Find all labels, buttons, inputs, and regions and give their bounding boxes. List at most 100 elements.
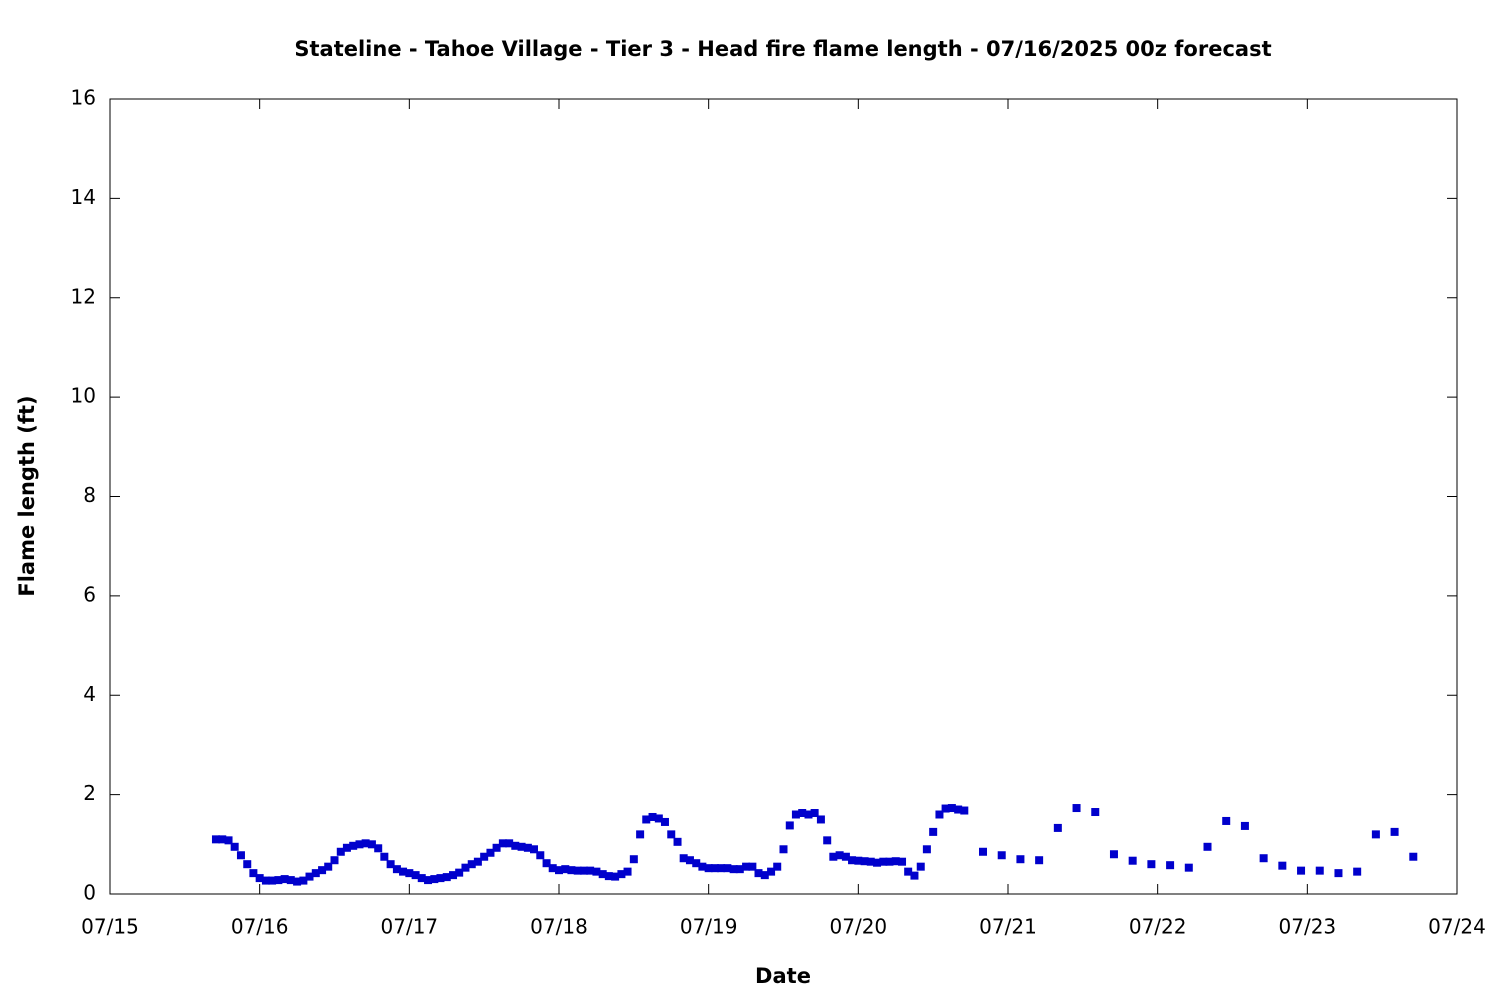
point <box>542 859 551 868</box>
point <box>660 817 669 826</box>
point <box>305 872 314 881</box>
point <box>667 830 676 839</box>
point <box>1259 854 1268 863</box>
point <box>916 862 925 871</box>
point <box>349 841 358 850</box>
point <box>829 852 838 861</box>
point <box>1016 855 1025 864</box>
point <box>455 868 464 877</box>
point <box>286 876 295 885</box>
point <box>954 805 963 814</box>
point <box>710 864 719 873</box>
point <box>1278 861 1287 870</box>
point <box>399 867 408 876</box>
point <box>299 876 308 885</box>
point <box>367 840 376 849</box>
y-tick-label: 12 <box>71 284 96 308</box>
point <box>530 845 539 854</box>
x-tick-label: 07/22 <box>1129 915 1187 939</box>
y-tick-label: 14 <box>71 185 96 209</box>
point <box>555 866 563 875</box>
point <box>692 859 701 868</box>
point <box>311 869 320 878</box>
point <box>947 804 956 813</box>
point <box>636 830 645 839</box>
point <box>424 876 433 885</box>
point <box>318 866 327 875</box>
point <box>430 875 439 884</box>
point <box>767 867 776 876</box>
point <box>1166 861 1175 870</box>
point <box>922 845 931 854</box>
y-tick-label: 8 <box>83 483 96 507</box>
point <box>1147 860 1156 869</box>
point <box>1091 808 1100 817</box>
point <box>268 876 277 885</box>
point <box>417 874 426 883</box>
point <box>236 851 245 860</box>
point <box>1334 869 1343 878</box>
point <box>255 874 264 883</box>
point <box>224 836 233 845</box>
point <box>523 843 532 852</box>
point <box>873 858 882 867</box>
point <box>704 864 713 873</box>
chart-title: Stateline - Tahoe Village - Tier 3 - Hea… <box>294 37 1271 61</box>
point <box>735 865 744 874</box>
point <box>779 845 788 854</box>
point <box>561 865 570 874</box>
point <box>810 809 819 818</box>
point <box>461 863 470 872</box>
point <box>791 810 800 819</box>
point <box>904 867 913 876</box>
point <box>536 851 545 860</box>
point <box>361 839 370 848</box>
point <box>411 871 420 880</box>
point <box>798 809 807 818</box>
x-tick-label: 07/24 <box>1428 915 1486 939</box>
point <box>997 851 1006 860</box>
point <box>480 852 489 861</box>
point <box>511 841 520 850</box>
y-tick-label: 4 <box>83 682 96 706</box>
point <box>324 862 333 871</box>
point <box>785 821 794 830</box>
point <box>261 876 270 885</box>
point <box>941 804 950 813</box>
point <box>473 857 482 866</box>
point <box>355 840 364 849</box>
x-tick-label: 07/23 <box>1279 915 1337 939</box>
point <box>642 815 651 824</box>
point <box>592 867 601 876</box>
point <box>698 862 707 871</box>
point <box>623 867 632 876</box>
point <box>717 864 726 873</box>
point <box>386 860 395 869</box>
point <box>960 806 969 815</box>
point <box>249 869 258 878</box>
point <box>742 862 751 871</box>
x-tick-label: 07/20 <box>830 915 888 939</box>
point <box>548 864 557 873</box>
point <box>405 869 414 878</box>
point <box>885 857 894 866</box>
point <box>1203 842 1212 851</box>
point <box>243 860 252 869</box>
point <box>848 856 857 865</box>
y-tick-label: 0 <box>83 881 96 905</box>
point <box>804 810 813 819</box>
point <box>816 815 825 824</box>
point <box>729 865 738 874</box>
point <box>567 866 576 875</box>
point <box>754 869 763 878</box>
point <box>935 810 944 819</box>
point <box>1035 856 1044 865</box>
point <box>586 866 595 875</box>
point <box>517 842 526 851</box>
plot-frame <box>109 98 1458 895</box>
point <box>293 877 302 886</box>
point <box>898 857 907 866</box>
point <box>654 814 663 823</box>
point <box>505 839 514 848</box>
point <box>860 857 869 866</box>
